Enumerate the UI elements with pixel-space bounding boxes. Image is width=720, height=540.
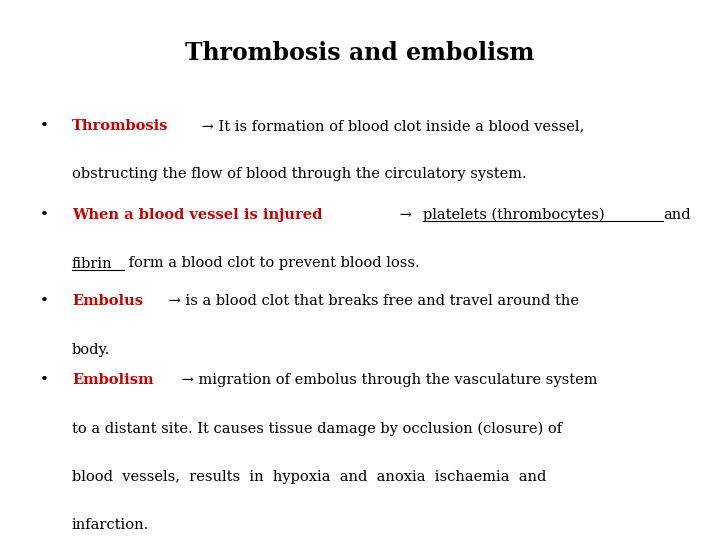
Text: •: •: [40, 294, 48, 308]
Text: When a blood vessel is injured: When a blood vessel is injured: [72, 208, 323, 222]
Text: •: •: [40, 373, 48, 387]
Text: fibrin: fibrin: [72, 256, 112, 271]
Text: blood  vessels,  results  in  hypoxia  and  anoxia  ischaemia  and: blood vessels, results in hypoxia and an…: [72, 470, 546, 484]
Text: •: •: [40, 119, 48, 133]
Text: → is a blood clot that breaks free and travel around the: → is a blood clot that breaks free and t…: [163, 294, 579, 308]
Text: → It is formation of blood clot inside a blood vessel,: → It is formation of blood clot inside a…: [197, 119, 584, 133]
Text: form a blood clot to prevent blood loss.: form a blood clot to prevent blood loss.: [125, 256, 420, 271]
Text: Embolus: Embolus: [72, 294, 143, 308]
Text: Thrombosis: Thrombosis: [72, 119, 168, 133]
Text: Thrombosis and embolism: Thrombosis and embolism: [185, 40, 535, 64]
Text: •: •: [40, 208, 48, 222]
Text: to a distant site. It causes tissue damage by occlusion (closure) of: to a distant site. It causes tissue dama…: [72, 421, 562, 436]
Text: obstructing the flow of blood through the circulatory system.: obstructing the flow of blood through th…: [72, 167, 526, 181]
Text: infarction.: infarction.: [72, 518, 149, 532]
Text: body.: body.: [72, 343, 110, 357]
Text: and: and: [663, 208, 690, 222]
Text: platelets (thrombocytes): platelets (thrombocytes): [423, 208, 609, 222]
Text: → migration of embolus through the vasculature system: → migration of embolus through the vascu…: [177, 373, 598, 387]
Text: →: →: [395, 208, 417, 222]
Text: Embolism: Embolism: [72, 373, 153, 387]
